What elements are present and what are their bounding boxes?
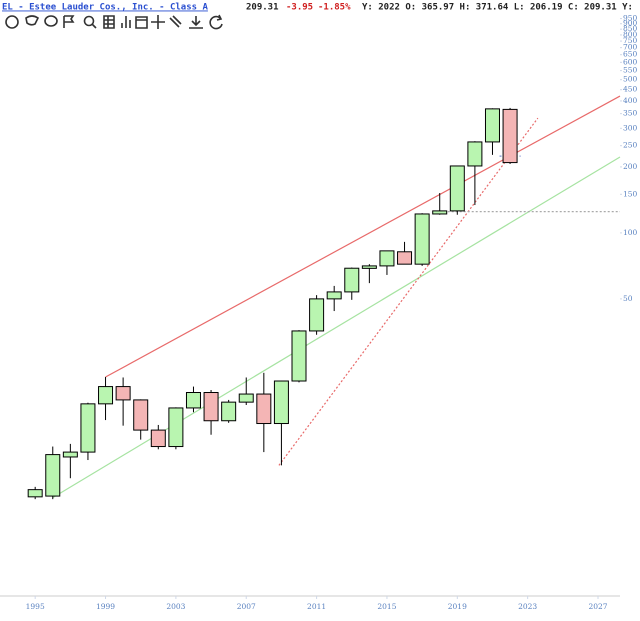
candle-body bbox=[379, 250, 395, 267]
candle-body bbox=[221, 401, 237, 422]
candle-body bbox=[291, 330, 307, 382]
y-tick-label: 300 bbox=[623, 123, 638, 132]
x-tick-label: 2027 bbox=[588, 602, 607, 611]
y-tick-label: 400 bbox=[623, 96, 638, 105]
candle-body bbox=[98, 386, 114, 405]
candle-body bbox=[502, 108, 518, 164]
x-tick-label: 2011 bbox=[307, 602, 326, 611]
candle-body bbox=[150, 429, 166, 448]
x-tick-label: 2019 bbox=[448, 602, 467, 611]
candle-body bbox=[185, 392, 201, 409]
candle-body bbox=[238, 393, 254, 403]
last-price: 209.31 bbox=[246, 3, 279, 13]
y-tick-label: 650 bbox=[623, 50, 638, 59]
candle-body bbox=[397, 251, 413, 265]
icon-twitter[interactable] bbox=[25, 15, 40, 26]
y-tick-label: 850 bbox=[623, 24, 638, 33]
y-tick-label: 950 bbox=[623, 14, 638, 23]
y-tick-label: 500 bbox=[623, 75, 638, 84]
y-tick-label: 700 bbox=[623, 43, 638, 52]
toolbar bbox=[5, 14, 223, 30]
candle-body bbox=[115, 386, 131, 401]
icon-refresh[interactable] bbox=[209, 14, 223, 30]
x-tick-label: 2007 bbox=[237, 602, 256, 611]
candle-body bbox=[27, 489, 43, 498]
trendline bbox=[278, 117, 539, 466]
icon-table[interactable] bbox=[103, 15, 115, 29]
candle-body bbox=[326, 291, 342, 300]
y-tick-label: 150 bbox=[623, 189, 638, 198]
candle-body bbox=[484, 108, 500, 143]
candle-body bbox=[62, 451, 78, 458]
icon-move[interactable] bbox=[151, 15, 165, 29]
icon-comment[interactable] bbox=[44, 15, 58, 27]
candle-body bbox=[467, 141, 483, 167]
y-tick-label: 100 bbox=[623, 228, 638, 237]
candle-body bbox=[344, 267, 360, 293]
icon-dashboard[interactable] bbox=[5, 15, 19, 29]
y-tick-label: 600 bbox=[623, 57, 638, 66]
y-tick-label: 450 bbox=[623, 85, 638, 94]
candle-body bbox=[168, 407, 184, 448]
candle-body bbox=[203, 392, 219, 422]
candle-body bbox=[449, 165, 465, 212]
candle-body bbox=[309, 298, 325, 332]
candle-body bbox=[361, 265, 377, 269]
symbol-link[interactable]: EL - Estee Lauder Cos., Inc. - Class A bbox=[2, 3, 208, 13]
change-pct: -1.85% bbox=[318, 3, 351, 13]
icon-flag[interactable] bbox=[63, 15, 75, 28]
icon-search[interactable] bbox=[83, 15, 95, 27]
candle-body bbox=[133, 399, 149, 431]
icon-part bbox=[91, 23, 97, 29]
x-tick-label: 1999 bbox=[96, 602, 115, 611]
candle-body bbox=[256, 393, 272, 425]
candle-body bbox=[414, 213, 430, 265]
x-tick-label: 1995 bbox=[26, 602, 45, 611]
candle-body bbox=[80, 403, 96, 453]
y-tick-label: 900 bbox=[623, 19, 638, 28]
y-tick-label: 750 bbox=[623, 36, 638, 45]
x-tick-label: 2015 bbox=[377, 602, 396, 611]
candle-body bbox=[45, 454, 61, 497]
icon-download[interactable] bbox=[189, 16, 203, 29]
icon-calendar[interactable] bbox=[135, 16, 148, 29]
ohlc: Y: 2022 O: 365.97 H: 371.64 L: 206.19 C:… bbox=[362, 3, 633, 13]
candle-body bbox=[432, 210, 448, 215]
y-tick-label: 50 bbox=[623, 294, 633, 303]
y-tick-label: 250 bbox=[623, 141, 638, 150]
x-tick-label: 2023 bbox=[518, 602, 537, 611]
y-tick-label: 350 bbox=[623, 109, 638, 118]
x-tick-label: 2003 bbox=[166, 602, 185, 611]
trendline bbox=[105, 95, 621, 378]
change: -3.95 bbox=[286, 3, 313, 13]
y-tick-label: 200 bbox=[623, 162, 638, 171]
icon-bars[interactable] bbox=[121, 16, 131, 28]
y-tick-label: 550 bbox=[623, 66, 638, 75]
icon-link[interactable] bbox=[169, 15, 182, 28]
y-tick-label: 800 bbox=[623, 30, 638, 39]
trendline bbox=[52, 156, 621, 499]
candle-body bbox=[273, 380, 289, 425]
